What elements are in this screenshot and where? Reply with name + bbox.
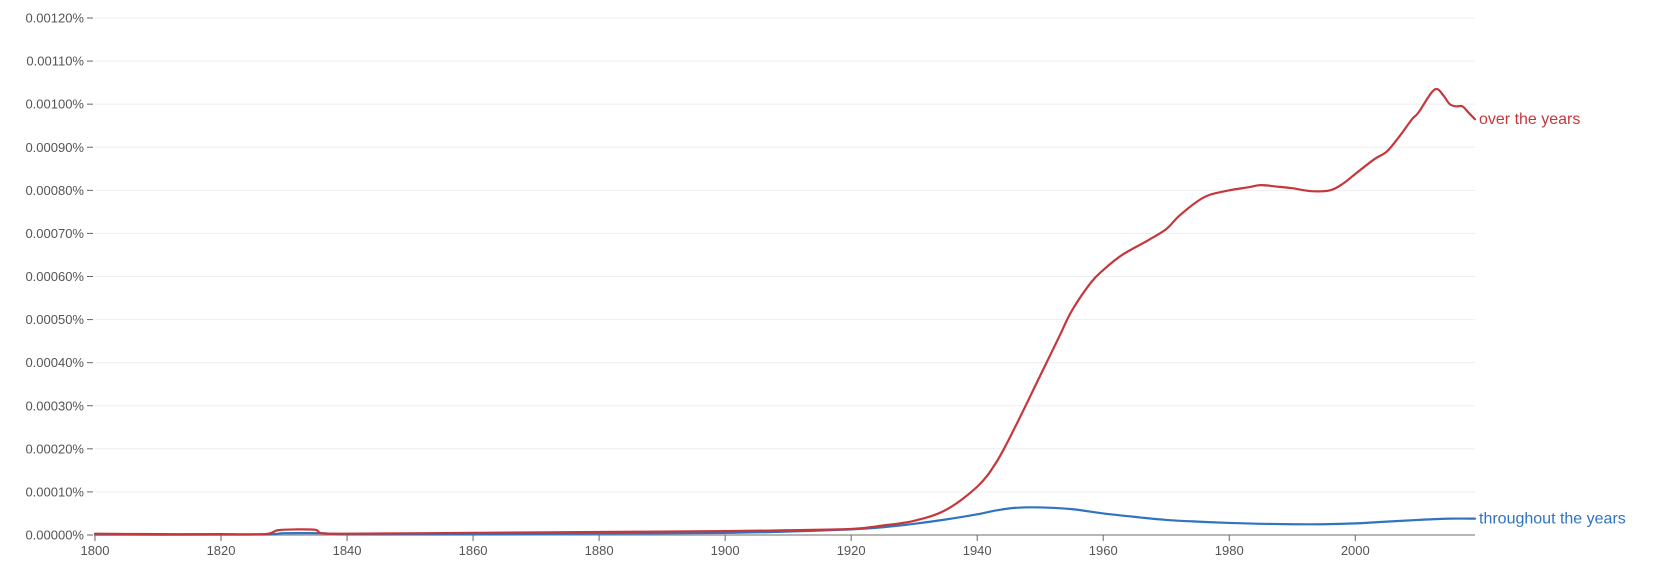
- y-tick-label: 0.00100%: [25, 97, 84, 112]
- x-tick-label: 1960: [1089, 543, 1118, 558]
- series-label-throughout-the-years[interactable]: throughout the years: [1479, 511, 1626, 528]
- y-axis: 0.00000% 0.00010% 0.00020% 0.00030% 0.00040%…: [25, 11, 93, 543]
- series-label-over-the-years[interactable]: over the years: [1479, 111, 1580, 128]
- series-line-over-the-years[interactable]: [93, 87, 1477, 536]
- y-tick-label: 0.00010%: [25, 484, 84, 499]
- x-tick-label: 1880: [585, 543, 614, 558]
- x-tick-label: 1920: [837, 543, 866, 558]
- x-tick-label: 1800: [81, 543, 110, 558]
- y-tick-label: 0.00090%: [25, 140, 84, 155]
- series-lines: [93, 87, 1477, 536]
- y-tick-label: 0.00110%: [26, 54, 84, 69]
- x-tick-label: 1980: [1215, 543, 1244, 558]
- y-tick-label: 0.00070%: [25, 226, 84, 241]
- y-tick-label: 0.00120%: [25, 11, 84, 26]
- y-tick-label: 0.00060%: [25, 269, 84, 284]
- y-tick-label: 0.00080%: [25, 183, 84, 198]
- x-tick-label: 1860: [459, 543, 488, 558]
- grid-lines: [95, 17, 1475, 493]
- x-tick-label: 1940: [963, 543, 992, 558]
- y-tick-label: 0.00050%: [25, 312, 84, 327]
- x-axis: 1800 1820 1840 1860 1880 1900 1920 1940 1960 1980…: [81, 534, 1475, 558]
- x-tick-label: 2000: [1341, 543, 1370, 558]
- y-tick-label: 0.00030%: [25, 398, 84, 413]
- y-tick-label: 0.00040%: [25, 355, 84, 370]
- x-tick-label: 1820: [207, 543, 236, 558]
- y-tick-label: 0.00000%: [25, 528, 84, 543]
- series-labels: over the years throughout the years: [1479, 111, 1626, 527]
- x-tick-label: 1900: [711, 543, 740, 558]
- x-tick-label: 1840: [333, 543, 362, 558]
- y-tick-label: 0.00020%: [25, 441, 84, 456]
